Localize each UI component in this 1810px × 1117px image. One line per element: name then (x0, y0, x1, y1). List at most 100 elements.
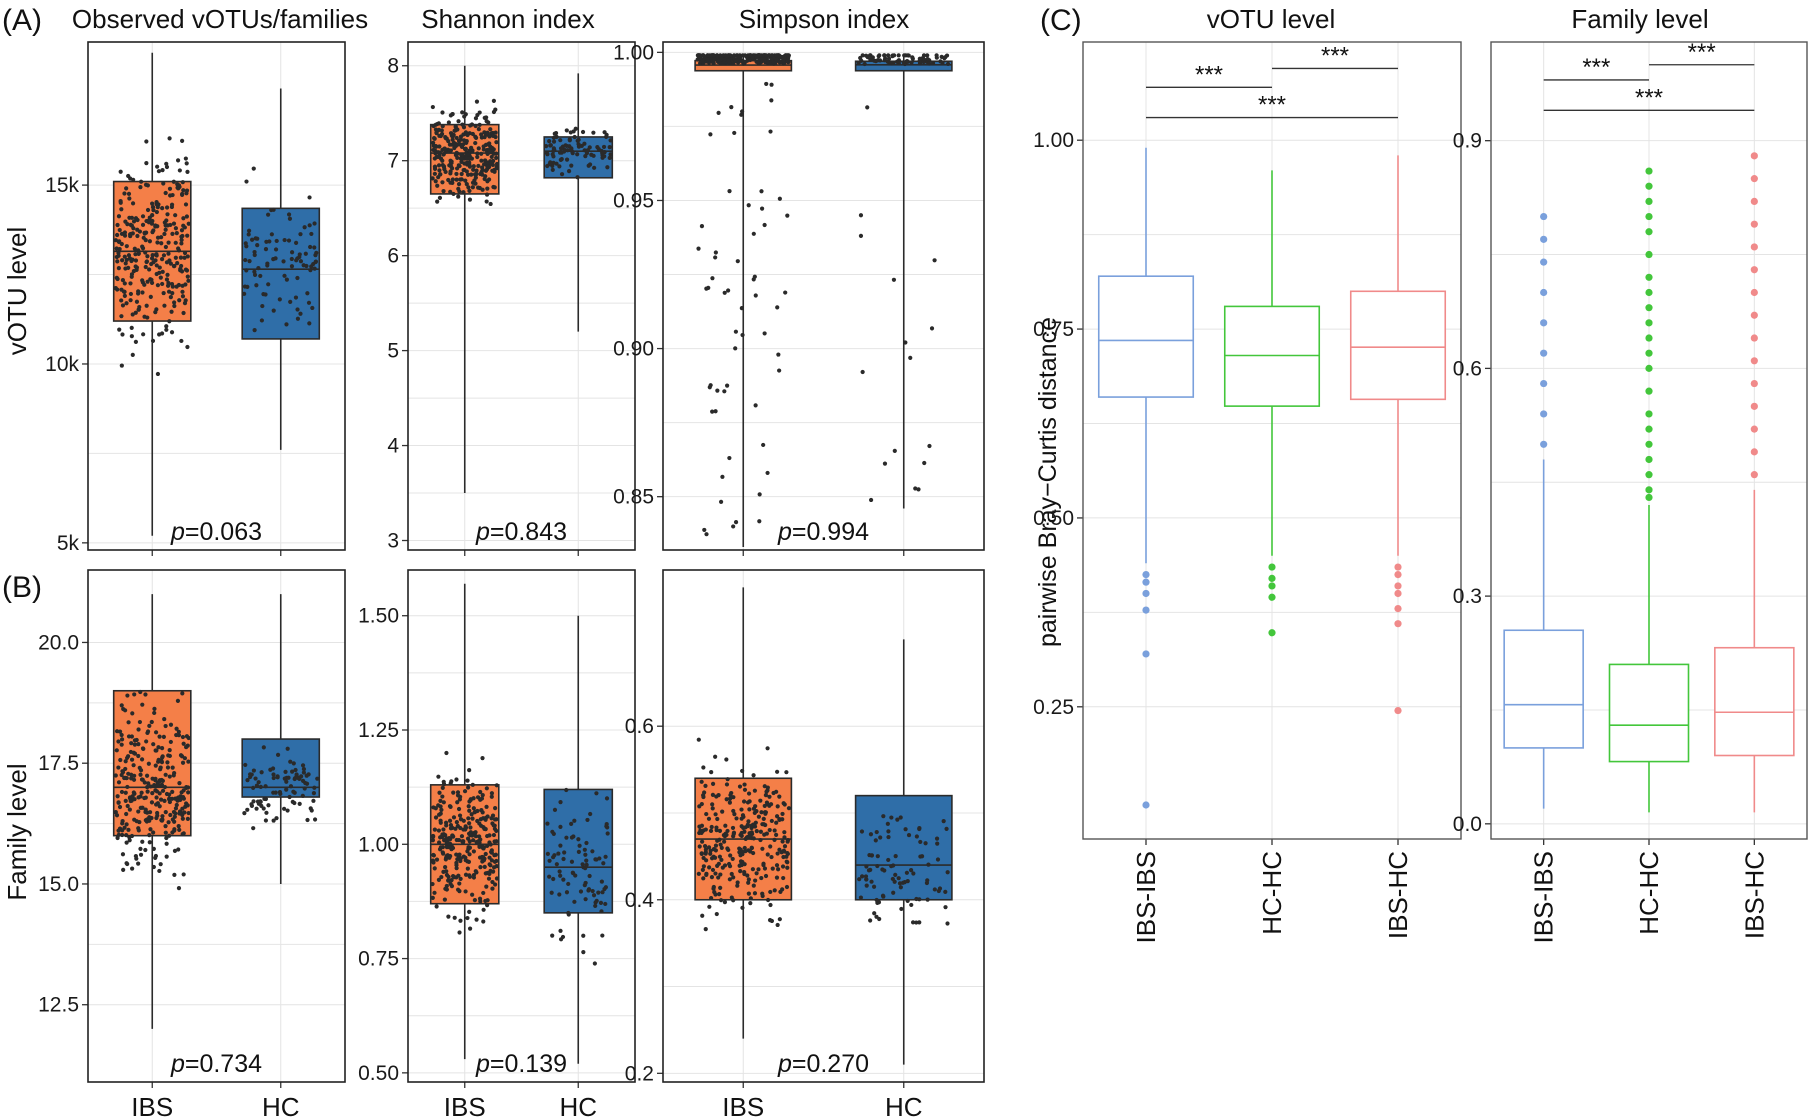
data-point (160, 206, 165, 211)
data-point (719, 845, 724, 850)
data-point (699, 830, 704, 835)
data-point (456, 873, 461, 878)
data-point (431, 805, 436, 810)
data-point (485, 151, 490, 157)
outlier-point (1540, 288, 1548, 297)
outlier-point (1394, 620, 1402, 628)
data-point (478, 865, 483, 870)
data-point (473, 116, 479, 121)
data-point (149, 261, 154, 267)
data-point (769, 854, 774, 860)
box-ibs-ibs (1503, 629, 1584, 749)
data-point (492, 817, 498, 822)
data-point (294, 772, 299, 777)
data-point (309, 231, 314, 237)
data-point (439, 807, 444, 813)
data-point (478, 817, 483, 822)
data-point (591, 153, 596, 158)
data-point (922, 57, 927, 62)
data-point (713, 892, 718, 897)
outlier-point (1645, 334, 1653, 342)
data-point (785, 213, 790, 218)
data-point (133, 252, 138, 257)
data-point (120, 832, 125, 838)
data-point (868, 918, 873, 923)
data-point (122, 293, 127, 298)
data-point (173, 226, 179, 231)
data-point (470, 892, 475, 897)
data-point (487, 141, 492, 146)
data-point (455, 800, 460, 805)
data-point (443, 865, 448, 870)
data-point (128, 232, 133, 237)
data-point (458, 134, 464, 139)
data-point (455, 857, 460, 862)
data-point (150, 201, 155, 206)
data-point (312, 221, 317, 226)
data-point (777, 917, 782, 922)
data-point (273, 247, 279, 252)
data-point (254, 783, 260, 788)
data-point (908, 355, 913, 360)
data-point (461, 190, 466, 195)
data-point (493, 806, 498, 811)
data-point (775, 804, 780, 809)
data-point (132, 817, 137, 822)
data-point (700, 53, 705, 58)
data-point (775, 53, 780, 58)
data-point (454, 177, 459, 182)
data-point (744, 835, 750, 840)
data-point (552, 807, 558, 812)
data-point (767, 794, 772, 799)
data-point (917, 56, 922, 61)
data-point (288, 784, 294, 789)
data-point (182, 225, 187, 230)
data-point (297, 254, 302, 260)
data-point (935, 857, 941, 862)
data-point (730, 825, 736, 831)
p-number: =0.270 (792, 1050, 869, 1078)
data-point (144, 139, 149, 144)
data-point (710, 802, 715, 807)
data-point (772, 828, 777, 833)
y-tick-label: 1.00 (358, 833, 399, 856)
data-point (119, 363, 124, 368)
data-point (307, 321, 312, 326)
data-point (704, 872, 709, 877)
data-point (467, 926, 473, 931)
data-point (269, 207, 274, 213)
data-point (898, 815, 903, 820)
data-point (135, 227, 140, 232)
data-point (560, 934, 566, 940)
data-point (436, 150, 441, 155)
data-point (137, 765, 142, 770)
y-tick-label: 0.75 (358, 948, 399, 971)
data-point (605, 165, 610, 170)
data-point (285, 808, 290, 813)
data-point (433, 143, 438, 149)
data-point (455, 887, 461, 892)
data-point (446, 878, 451, 883)
data-point (244, 268, 249, 273)
data-point (458, 137, 463, 142)
data-point (733, 346, 738, 351)
data-point (180, 816, 185, 821)
data-point (608, 152, 613, 157)
data-point (569, 859, 575, 864)
data-point (164, 260, 170, 265)
data-point (136, 251, 141, 256)
data-point (709, 875, 715, 880)
data-point (753, 403, 758, 408)
data-point (493, 107, 498, 112)
data-point (175, 260, 180, 266)
data-point (741, 799, 747, 804)
data-point (593, 900, 598, 905)
data-point (310, 305, 315, 311)
data-point (432, 827, 437, 832)
data-point (274, 238, 279, 244)
data-point (180, 289, 185, 294)
p-value-label: p=0.994 (777, 518, 869, 546)
y-tick-label: 0.50 (1033, 507, 1074, 530)
data-point (454, 866, 459, 871)
data-point (699, 779, 704, 784)
